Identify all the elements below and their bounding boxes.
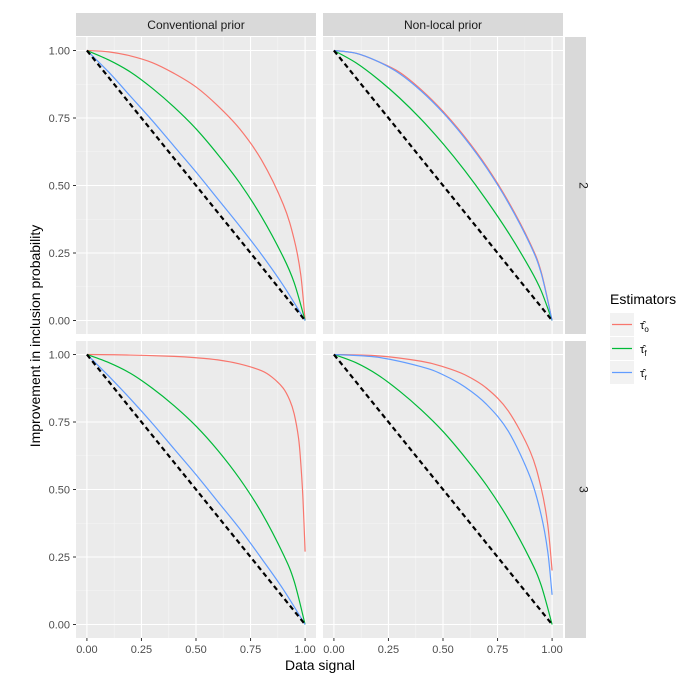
facet-strip-row bbox=[565, 37, 586, 334]
legend-entry: τ̂r bbox=[610, 361, 647, 384]
axes: 0.00 0.25 0.50 0.75 1.00 0.00 0.25 0.50 0.75 1.00… bbox=[49, 46, 563, 657]
series-line bbox=[333, 353, 553, 595]
x-tick-label: 0.75 bbox=[487, 644, 508, 656]
facet-strips: Conventional prior Non-local prior 2 3 bbox=[76, 13, 591, 638]
facet-strip-row bbox=[565, 341, 586, 638]
series-line bbox=[333, 49, 553, 321]
legend-keys: τ̂o τ̂f τ̂r bbox=[610, 313, 649, 384]
facet-strip-column-label: Conventional prior bbox=[147, 18, 244, 32]
reference-line bbox=[333, 49, 553, 322]
y-axis-title: Improvement in inclusion probability bbox=[27, 225, 43, 448]
y-tick-label: 0.00 bbox=[49, 620, 70, 632]
facet-panel bbox=[323, 341, 563, 638]
x-tick-label: 0.50 bbox=[185, 644, 206, 656]
series-line bbox=[86, 354, 306, 625]
series-line bbox=[86, 49, 306, 321]
facet-strip-column bbox=[76, 13, 316, 36]
legend-label: τ̂f bbox=[640, 344, 647, 358]
series-line bbox=[86, 353, 306, 625]
x-tick-label: 0.00 bbox=[76, 644, 97, 656]
series-line bbox=[86, 353, 306, 552]
facet-strip-column bbox=[323, 13, 563, 36]
series-line bbox=[86, 50, 306, 321]
legend-label: τ̂r bbox=[640, 368, 647, 382]
y-tick-label: 0.75 bbox=[49, 417, 70, 429]
facet-strip-column-label: Non-local prior bbox=[404, 18, 482, 32]
facet-strip-row-label: 2 bbox=[577, 182, 591, 189]
y-tick-label: 0.25 bbox=[49, 552, 70, 564]
x-tick-label: 0.25 bbox=[378, 644, 399, 656]
y-tick-label: 1.00 bbox=[49, 46, 70, 58]
reference-line bbox=[86, 353, 306, 626]
reference-line bbox=[333, 353, 553, 626]
x-tick-label: 0.00 bbox=[323, 644, 344, 656]
x-axis-title: Data signal bbox=[285, 657, 355, 673]
facet-panel bbox=[323, 37, 563, 334]
legend-label: τ̂o bbox=[640, 320, 649, 334]
series-line bbox=[333, 49, 553, 321]
legend: Estimators τ̂o τ̂f τ̂r bbox=[610, 291, 676, 384]
y-tick-label: 0.75 bbox=[49, 113, 70, 125]
facet-strip-row-label: 3 bbox=[577, 486, 591, 493]
y-tick-label: 0.00 bbox=[49, 316, 70, 328]
legend-entry: τ̂f bbox=[610, 337, 647, 360]
x-tick-label: 0.25 bbox=[131, 644, 152, 656]
facet-panel bbox=[76, 341, 316, 638]
y-tick-label: 0.50 bbox=[49, 181, 70, 193]
facet-panel bbox=[76, 37, 316, 334]
series-line bbox=[333, 353, 553, 625]
legend-title: Estimators bbox=[610, 291, 676, 307]
x-tick-label: 0.50 bbox=[432, 644, 453, 656]
x-tick-label: 1.00 bbox=[294, 644, 315, 656]
legend-entry: τ̂o bbox=[610, 313, 649, 336]
x-tick-label: 1.00 bbox=[541, 644, 562, 656]
reference-line bbox=[86, 49, 306, 322]
panels bbox=[76, 37, 563, 638]
series-line bbox=[333, 353, 553, 571]
y-tick-label: 1.00 bbox=[49, 350, 70, 362]
y-tick-label: 0.50 bbox=[49, 485, 70, 497]
series-line bbox=[86, 49, 306, 321]
y-tick-label: 0.25 bbox=[49, 248, 70, 260]
x-tick-label: 0.75 bbox=[240, 644, 261, 656]
